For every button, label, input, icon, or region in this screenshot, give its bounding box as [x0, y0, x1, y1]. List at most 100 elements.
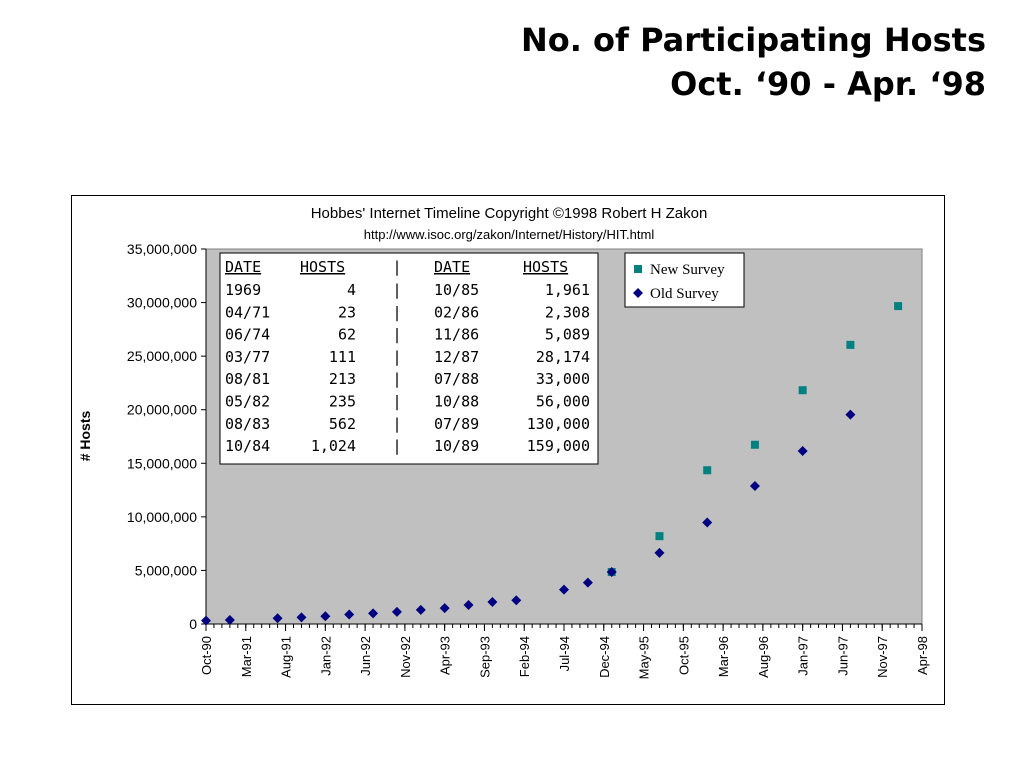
x-tick-label: Oct-90	[199, 636, 214, 675]
inset-table-cell: 1,961	[545, 281, 590, 299]
inset-table-cell: 111	[329, 348, 356, 366]
inset-table-box	[219, 252, 599, 465]
data-point-old-survey	[487, 596, 498, 607]
x-tick-label: Feb-94	[517, 636, 532, 677]
x-tick-label: Jul-94	[557, 636, 572, 671]
x-tick-label: Jan-92	[318, 636, 333, 676]
inset-table-cell: |	[392, 326, 401, 344]
y-axis-label: # Hosts	[77, 411, 93, 462]
inset-table-cell: 07/88	[434, 370, 479, 388]
legend-box	[624, 252, 745, 308]
data-point-old-survey	[511, 595, 522, 606]
data-point-old-survey	[296, 612, 307, 623]
x-tick-label: Aug-96	[756, 636, 771, 678]
legend-label: New Survey	[650, 262, 725, 278]
data-point-old-survey	[749, 480, 760, 491]
data-point-old-survey	[702, 517, 713, 528]
y-tick-label: 5,000,000	[135, 562, 197, 578]
inset-table-cell: |	[392, 348, 401, 366]
data-point-old-survey	[606, 567, 617, 578]
chart-frame: Hobbes' Internet Timeline Copyright ©199…	[71, 195, 945, 705]
inset-table-cell: |	[392, 415, 401, 433]
legend-label: Old Survey	[650, 286, 719, 302]
legend-marker-square	[634, 265, 642, 273]
inset-table-cell: 04/71	[225, 303, 270, 321]
inset-table-cell: 130,000	[527, 415, 590, 433]
data-point-new-survey	[846, 340, 855, 349]
y-tick-label: 20,000,000	[127, 402, 197, 418]
inset-table-header: HOSTS	[523, 258, 568, 276]
x-tick-label: May-95	[637, 636, 652, 679]
data-point-old-survey	[320, 611, 331, 622]
inset-table-cell: 56,000	[536, 393, 590, 411]
plot-area: 0 5,000,000 10,000,000 15,000,000 20,000,000…	[127, 241, 930, 679]
x-tick-label: Mar-96	[716, 636, 731, 677]
chart-title: Hobbes' Internet Timeline Copyright ©199…	[311, 205, 708, 222]
hosts-chart: Hobbes' Internet Timeline Copyright ©199…	[77, 205, 930, 679]
x-tick-label: Jan-97	[796, 636, 811, 676]
inset-table-cell: 562	[329, 415, 356, 433]
y-tick-label: 15,000,000	[127, 455, 197, 471]
inset-table-cell: 10/84	[225, 437, 270, 455]
data-point-new-survey	[894, 302, 903, 311]
data-point-new-survey	[798, 386, 807, 395]
inset-table-cell: 10/85	[434, 281, 479, 299]
x-tick-label: Nov-97	[875, 636, 890, 678]
inset-table-header: DATE	[225, 258, 261, 276]
data-point-old-survey	[463, 599, 474, 610]
data-point-old-survey	[415, 604, 426, 615]
inset-table-cell: |	[392, 303, 401, 321]
data-point-old-survey	[797, 446, 808, 457]
y-tick-label: 30,000,000	[127, 295, 197, 311]
inset-table-cell: 02/86	[434, 303, 479, 321]
y-tick-label: 25,000,000	[127, 348, 197, 364]
data-point-old-survey	[845, 409, 856, 420]
inset-table-cell: 28,174	[536, 348, 590, 366]
inset-table-cell: 10/89	[434, 437, 479, 455]
slide-title-line-2: Oct. ‘90 - Apr. ‘98	[670, 65, 986, 103]
inset-table-cell: 33,000	[536, 370, 590, 388]
x-tick-label: Sep-93	[477, 636, 492, 678]
data-point-old-survey	[559, 584, 569, 595]
inset-table-cell: |	[392, 281, 401, 299]
x-tick-label: Apr-98	[915, 636, 930, 675]
x-tick-label: Jun-92	[358, 636, 373, 676]
inset-table-cell: 159,000	[527, 437, 590, 455]
x-tick-label: Nov-92	[398, 636, 413, 678]
x-tick-label: Apr-93	[438, 636, 453, 675]
data-point-old-survey	[344, 609, 355, 620]
y-tick-label: 0	[189, 616, 197, 632]
inset-table-cell: |	[392, 393, 401, 411]
data-point-new-survey	[750, 440, 759, 449]
inset-table-cell: 4	[347, 281, 356, 299]
inset-table-cell: 2,308	[545, 303, 590, 321]
chart-subtitle: http://www.isoc.org/zakon/Internet/Histo…	[364, 227, 655, 242]
data-point-old-survey	[272, 613, 283, 624]
x-tick-label: Oct-95	[676, 636, 691, 675]
inset-table-cell: 11/86	[434, 326, 479, 344]
inset-table-cell: 5,089	[545, 326, 590, 344]
data-point-new-survey	[703, 466, 712, 475]
x-tick-label: Jun-97	[835, 636, 850, 676]
data-point-old-survey	[439, 603, 450, 614]
inset-table-cell: 08/83	[225, 415, 270, 433]
slide-title-line-1: No. of Participating Hosts	[520, 21, 986, 59]
data-point-old-survey	[582, 577, 593, 588]
data-point-old-survey	[201, 615, 211, 626]
x-tick-label: Aug-91	[279, 636, 294, 678]
inset-table-header: HOSTS	[300, 258, 345, 276]
slide-title: No. of Participating Hosts Oct. ‘90 - Ap…	[521, 18, 986, 106]
inset-table-cell: |	[392, 370, 401, 388]
data-point-old-survey	[224, 614, 235, 625]
inset-table-cell: 03/77	[225, 348, 270, 366]
x-tick-label: Mar-91	[239, 636, 254, 677]
inset-table-cell: 235	[329, 393, 356, 411]
y-tick-label: 10,000,000	[127, 509, 197, 525]
inset-table-cell: 12/87	[434, 348, 479, 366]
data-point-new-survey	[655, 532, 664, 541]
inset-table-cell: 1969	[225, 281, 261, 299]
inset-table-cell: 05/82	[225, 393, 270, 411]
data-point-old-survey	[368, 608, 379, 619]
inset-table-header: |	[392, 258, 401, 276]
inset-table-cell: 10/88	[434, 393, 479, 411]
